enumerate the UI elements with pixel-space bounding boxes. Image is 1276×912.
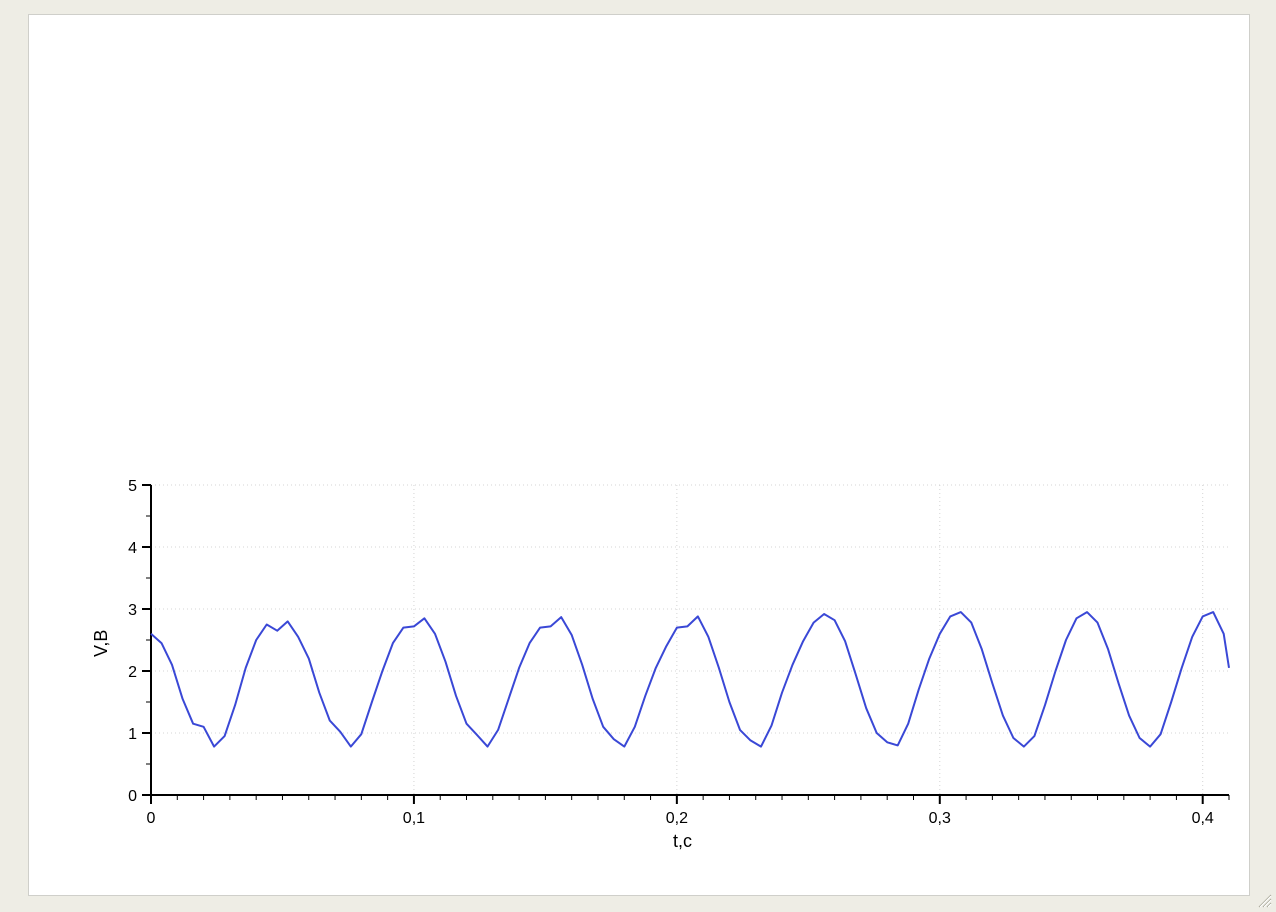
svg-text:3: 3 <box>128 602 137 619</box>
svg-text:0: 0 <box>147 810 156 827</box>
svg-text:0,1: 0,1 <box>403 810 425 827</box>
svg-text:4: 4 <box>128 540 137 557</box>
svg-text:2: 2 <box>128 664 137 681</box>
page-root: 0200400600800100000,20,40,60,81 Частота … <box>0 0 1276 912</box>
svg-text:0,3: 0,3 <box>929 810 951 827</box>
svg-text:0: 0 <box>128 788 137 805</box>
resize-grip-icon[interactable] <box>1256 892 1272 908</box>
bottom-ylabel: V,B <box>91 630 112 657</box>
svg-text:0,2: 0,2 <box>666 810 688 827</box>
svg-text:0,4: 0,4 <box>1192 810 1214 827</box>
svg-text:1: 1 <box>128 726 137 743</box>
time-chart: 0 0,1 0,2 0,3 0,4 0 1 2 3 4 5 <box>29 15 1249 895</box>
bottom-xlabel: t,c <box>673 831 692 852</box>
svg-text:5: 5 <box>128 478 137 495</box>
chart-panel: 0200400600800100000,20,40,60,81 Частота … <box>28 14 1250 896</box>
